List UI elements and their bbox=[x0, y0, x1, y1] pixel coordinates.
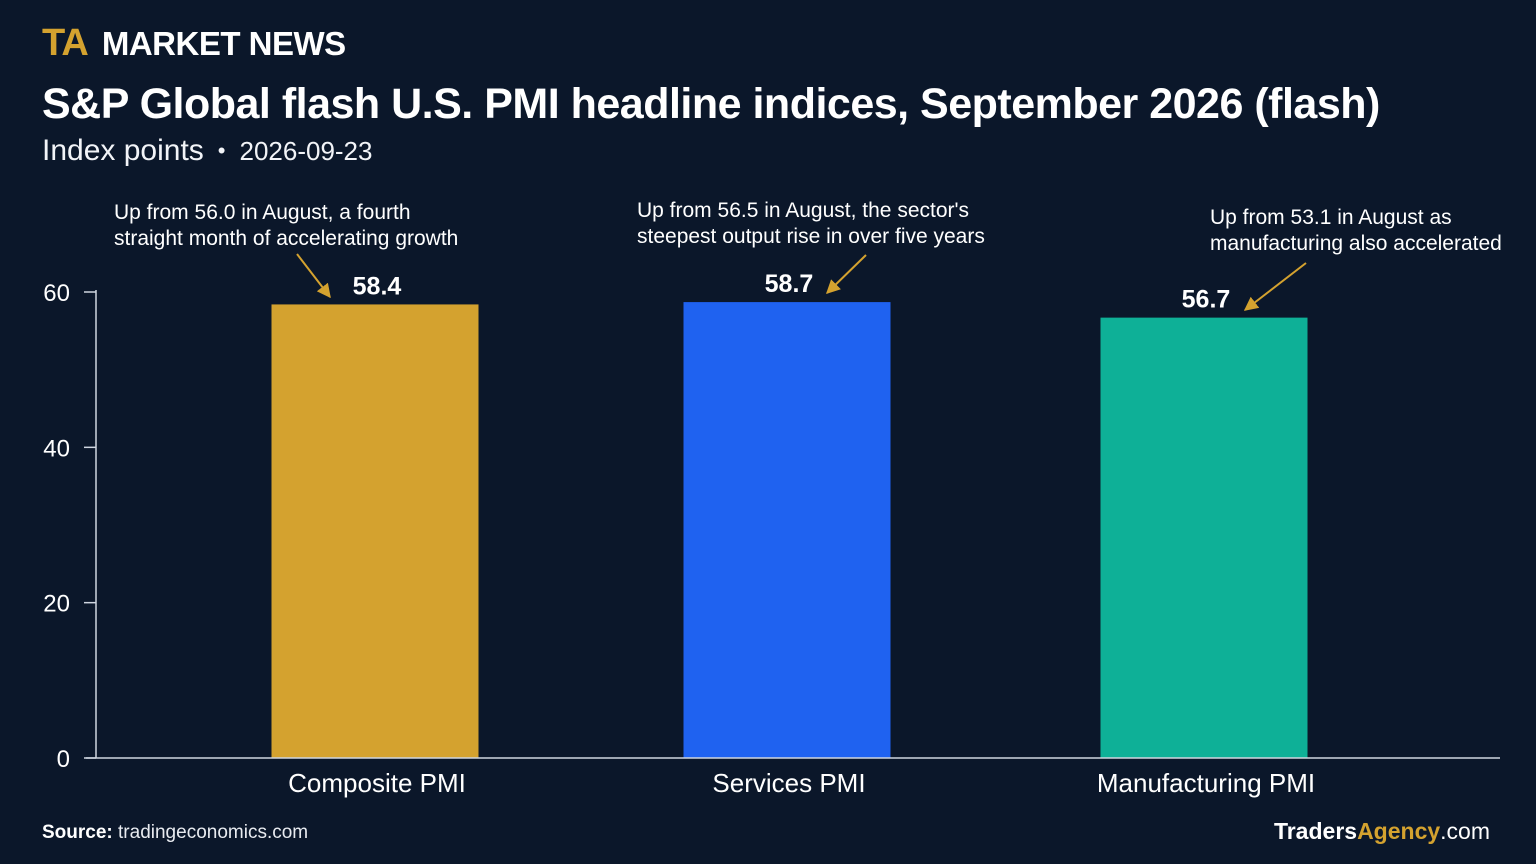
annotation-arrow bbox=[825, 254, 867, 294]
bar-value-label: 58.7 bbox=[765, 270, 814, 298]
source-label: Source: bbox=[42, 822, 113, 843]
site-credit: TradersAgency.com bbox=[1274, 818, 1490, 845]
chart-title: S&P Global flash U.S. PMI headline indic… bbox=[42, 80, 1380, 128]
site-name-part1: Traders bbox=[1273, 818, 1358, 844]
x-tick-label: Manufacturing PMI bbox=[1097, 768, 1315, 798]
source-note: Source: tradingeconomics.com bbox=[42, 822, 308, 844]
brand-name: MARKET NEWS bbox=[101, 25, 346, 62]
annotation-arrow bbox=[296, 253, 331, 299]
y-tick-label: 40 bbox=[43, 435, 70, 462]
x-tick-label: Composite PMI bbox=[288, 768, 466, 798]
subtitle-date: 2026-09-23 bbox=[239, 135, 373, 166]
source-text: tradingeconomics.com bbox=[118, 822, 309, 843]
bar-2 bbox=[1100, 317, 1308, 758]
y-tick-label: 20 bbox=[43, 591, 70, 618]
bar-value-label: 56.7 bbox=[1182, 286, 1231, 314]
annotation-arrow bbox=[1243, 262, 1307, 311]
chart-subtitle: Index points • 2026-09-23 bbox=[42, 134, 372, 168]
annotation-text: Up from 53.1 in August as bbox=[1210, 206, 1452, 229]
brand-logo: TA bbox=[42, 22, 89, 64]
y-tick-label: 60 bbox=[43, 280, 70, 307]
x-tick-label: Services PMI bbox=[712, 768, 865, 798]
brand: TA MARKET NEWS bbox=[42, 22, 346, 65]
subtitle-separator: • bbox=[217, 138, 226, 163]
annotation-text: Up from 56.5 in August, the sector's bbox=[637, 199, 969, 222]
bar-value-label: 58.4 bbox=[353, 272, 402, 300]
y-tick-label: 0 bbox=[57, 746, 70, 773]
bar-0 bbox=[271, 304, 479, 758]
annotation-text: manufacturing also accelerated bbox=[1210, 232, 1502, 255]
annotation-text: steepest output rise in over five years bbox=[637, 225, 985, 248]
bar-1 bbox=[683, 302, 891, 758]
annotation-text: straight month of accelerating growth bbox=[114, 227, 458, 250]
site-name-part3: .com bbox=[1440, 818, 1490, 844]
subtitle-unit: Index points bbox=[42, 134, 204, 167]
site-name-part2: Agency bbox=[1357, 818, 1441, 844]
annotation-text: Up from 56.0 in August, a fourth bbox=[114, 201, 411, 224]
